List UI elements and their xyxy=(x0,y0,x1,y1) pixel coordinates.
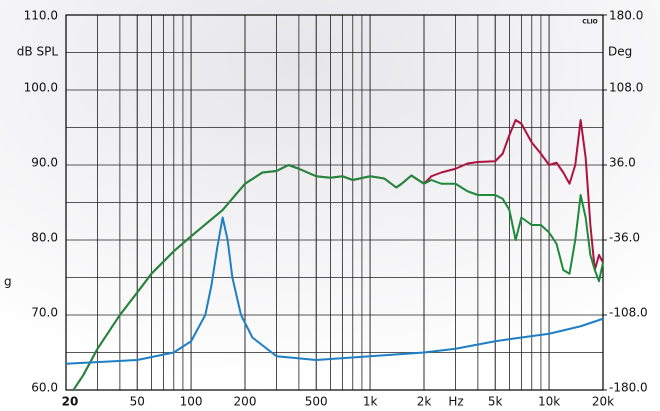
x-tick-label: 10k xyxy=(538,395,560,409)
x-axis-label: Hz xyxy=(448,395,463,409)
y2-tick-label: -180.0 xyxy=(609,381,648,395)
x-tick-label: 20k xyxy=(592,395,614,409)
y2-tick-label: -108.0 xyxy=(609,306,648,320)
y-axis-label: dB SPL xyxy=(17,45,59,59)
background xyxy=(0,0,660,411)
x-tick-label: 100 xyxy=(180,395,203,409)
watermark: CLIO xyxy=(582,19,598,26)
y-tick-label: 60.0 xyxy=(31,381,58,395)
chart: dB SPL Deg Hz CLIO g 60.0 70.0 80.0 90.0 100… xyxy=(0,0,660,411)
x-tick-label: 20 xyxy=(62,395,79,409)
y-tick-label: 70.0 xyxy=(31,306,58,320)
y-tick-label: 90.0 xyxy=(31,156,58,170)
x-tick-label: 2k xyxy=(417,395,432,409)
x-tick-label: 50 xyxy=(130,395,145,409)
y2-tick-label: 108.0 xyxy=(609,81,643,95)
x-tick-label: 500 xyxy=(305,395,328,409)
y2-tick-label: 36.0 xyxy=(609,156,636,170)
y2-axis-label: Deg xyxy=(608,45,632,59)
x-tick-label: 5k xyxy=(488,395,503,409)
y-tick-label: 110.0 xyxy=(24,9,58,23)
page: {"chart_data": { "type": "line", "y_labe… xyxy=(0,0,660,411)
y-tick-label: 100.0 xyxy=(24,81,58,95)
y2-tick-label: -36.0 xyxy=(609,231,640,245)
x-tick-label: 200 xyxy=(234,395,257,409)
side-note: g xyxy=(4,275,12,289)
x-tick-label: 1k xyxy=(363,395,378,409)
y-tick-label: 80.0 xyxy=(31,231,58,245)
y2-tick-label: 180.0 xyxy=(609,9,643,23)
